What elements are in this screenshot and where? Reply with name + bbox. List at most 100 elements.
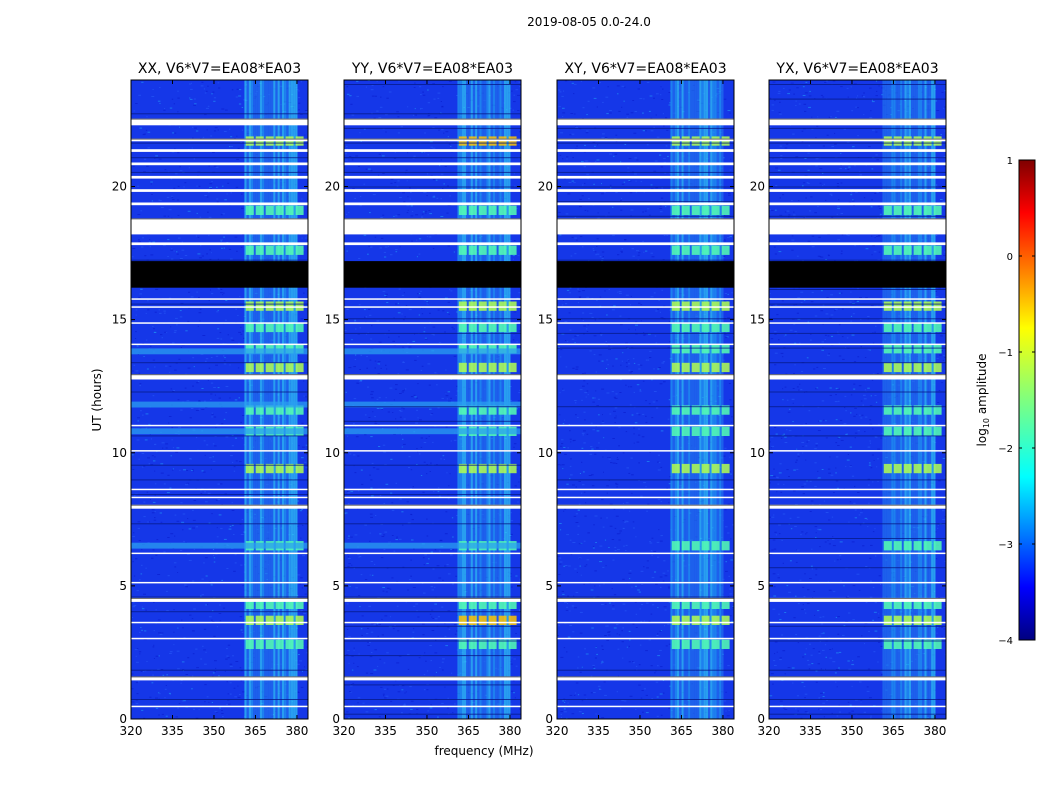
data-gap [131, 298, 308, 300]
rfi-hotspot [711, 301, 720, 311]
rfi-hotspot [883, 245, 892, 255]
x-tick-label: 335 [587, 724, 610, 738]
rfi-hotspot [671, 344, 680, 354]
rfi-hotspot [681, 245, 690, 255]
rfi-hotspot [711, 245, 720, 255]
x-tick-label: 350 [203, 724, 226, 738]
rfi-hotspot [285, 205, 294, 215]
rfi-hotspot [721, 405, 730, 415]
rfi-hotspot [933, 599, 942, 609]
rfi-hotspot [711, 426, 720, 436]
panel-title: XX, V6*V7=EA08*EA03 [138, 61, 301, 77]
rfi-hotspot [691, 205, 700, 215]
rfi-hotspot [913, 599, 922, 609]
flagged-block [769, 261, 946, 288]
rfi-hotspot [255, 245, 264, 255]
rfi-hotspot [671, 615, 680, 625]
rfi-hotspot [295, 599, 304, 609]
data-gap [769, 450, 946, 452]
rfi-hotspot [285, 639, 294, 649]
data-gap [557, 621, 734, 624]
rfi-hotspot [893, 615, 902, 625]
data-gap [769, 175, 946, 179]
rfi-hotspot [245, 205, 254, 215]
rfi-hotspot [295, 301, 304, 311]
rfi-hotspot [691, 344, 700, 354]
rfi-hotspot [711, 344, 720, 354]
rfi-hotspot [245, 322, 254, 333]
data-gap [344, 118, 521, 126]
rfi-hotspot [478, 639, 487, 649]
rfi-hotspot [701, 405, 710, 415]
rfi-hotspot [893, 362, 902, 373]
rfi-hotspot [701, 362, 710, 373]
data-gap [344, 343, 521, 346]
rfi-hotspot [903, 639, 912, 649]
colorbar-tick-label: −1 [998, 348, 1013, 359]
rfi-hotspot [265, 362, 274, 373]
rfi-hotspot [285, 405, 294, 415]
rfi-hotspot [721, 463, 730, 474]
rfi-hotspot [508, 599, 517, 609]
rfi-hotspot [488, 301, 497, 311]
rfi-hotspot [893, 344, 902, 354]
x-tick-label: 380 [923, 724, 946, 738]
rfi-hotspot [721, 322, 730, 333]
rfi-hotspot [711, 322, 720, 333]
spectrogram-image [557, 80, 734, 719]
data-gap [344, 552, 521, 555]
rfi-hotspot [458, 615, 467, 625]
rfi-hotspot [923, 639, 932, 649]
colorbar-gradient [1018, 159, 1036, 641]
data-gap [769, 138, 946, 142]
rfi-hotspot [933, 301, 942, 311]
rfi-hotspot [671, 362, 680, 373]
spectrogram-image [131, 80, 308, 719]
rfi-hotspot [265, 599, 274, 609]
rfi-hotspot [691, 463, 700, 474]
rfi-hotspot [923, 301, 932, 311]
data-gap [557, 306, 734, 308]
rfi-hotspot [903, 344, 912, 354]
y-tick-label: 20 [325, 180, 340, 194]
rfi-hotspot [933, 615, 942, 625]
rfi-hotspot [903, 599, 912, 609]
rfi-hotspot [711, 205, 720, 215]
rfi-hotspot [691, 615, 700, 625]
data-gap [344, 705, 521, 708]
data-gap [344, 149, 521, 152]
y-tick-label: 15 [112, 313, 127, 327]
data-gap [131, 162, 308, 166]
panel-title: YY, V6*V7=EA08*EA03 [351, 61, 513, 77]
y-tick-label: 15 [538, 313, 553, 327]
data-gap [344, 138, 521, 142]
rfi-hotspot [245, 405, 254, 415]
y-tick-label: 20 [538, 180, 553, 194]
data-gap [557, 676, 734, 681]
data-gap [131, 306, 308, 308]
rfi-hotspot [691, 405, 700, 415]
colorbar-tick-label: 1 [1007, 156, 1013, 167]
data-gap [344, 242, 521, 246]
rfi-hotspot [671, 463, 680, 474]
rfi-hotspot [933, 322, 942, 333]
wideband-row [131, 428, 308, 435]
rfi-hotspot [913, 362, 922, 373]
spectrogram-image [769, 80, 946, 719]
data-gap [131, 149, 308, 152]
rfi-hotspot [701, 301, 710, 311]
data-gap [131, 343, 308, 346]
data-gap [769, 621, 946, 624]
rfi-hotspot [893, 322, 902, 333]
rfi-hotspot [883, 205, 892, 215]
data-gap [131, 202, 308, 206]
data-gap [344, 298, 521, 300]
rfi-hotspot [711, 615, 720, 625]
wideband-row [344, 348, 521, 355]
rfi-hotspot [468, 362, 477, 373]
y-tick-label: 20 [112, 180, 127, 194]
rfi-hotspot [275, 245, 284, 255]
rfi-hotspot [691, 362, 700, 373]
rfi-hotspot [488, 615, 497, 625]
data-gap [557, 504, 734, 509]
